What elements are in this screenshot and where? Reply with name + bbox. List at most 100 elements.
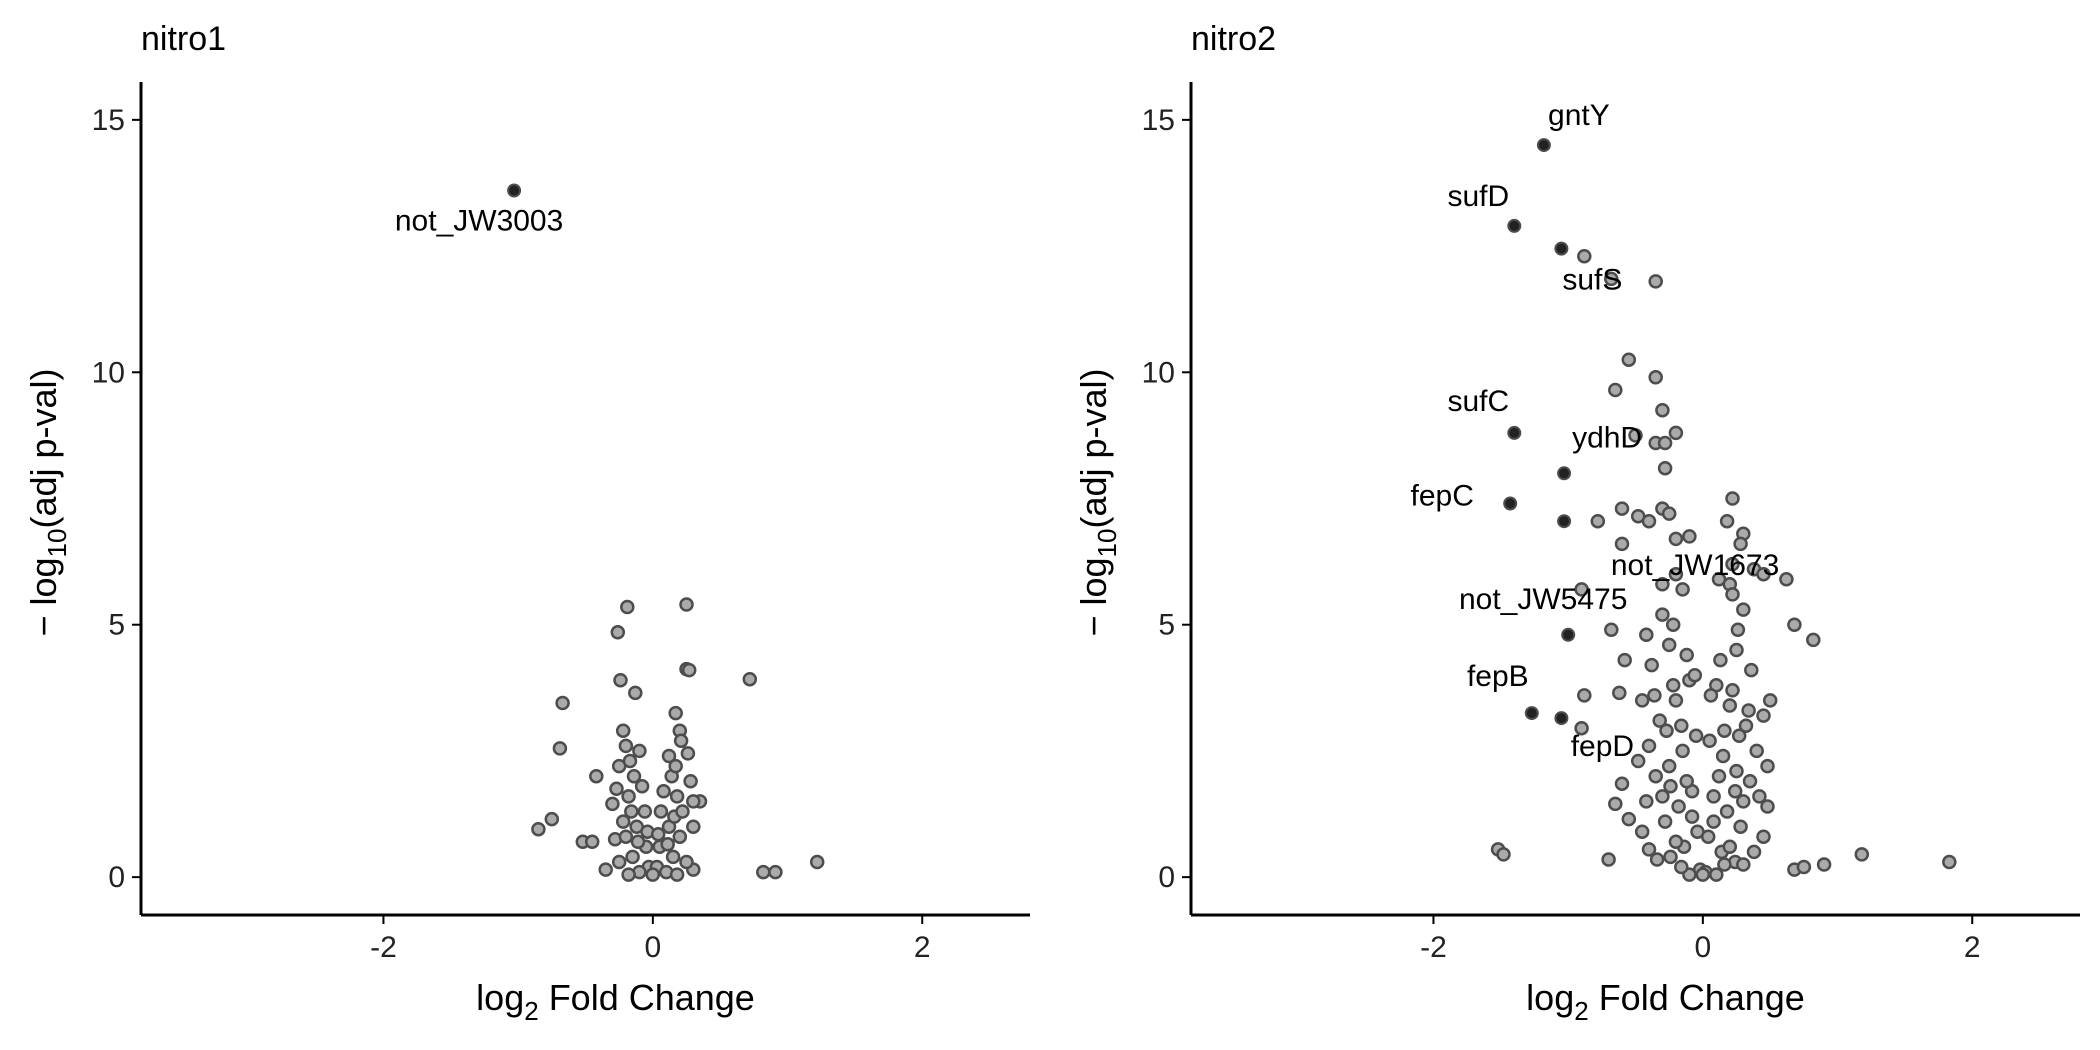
data-point — [656, 784, 671, 799]
points-layer — [531, 597, 825, 882]
data-point — [672, 829, 688, 844]
panel-title: nitro2 — [1191, 20, 1276, 58]
data-point — [634, 779, 650, 794]
data-point — [1756, 566, 1771, 582]
data-point — [1706, 814, 1721, 829]
data-point — [584, 834, 600, 850]
data-point — [809, 854, 825, 870]
data-point — [615, 723, 631, 738]
data-point — [531, 821, 546, 837]
data-point — [621, 867, 636, 882]
data-point — [1648, 274, 1663, 289]
data-point — [1661, 506, 1677, 521]
points-layer — [1490, 248, 1957, 882]
data-point — [1731, 728, 1747, 744]
panel-nitro1: nitro1 not_JW3003 0 5 10 15 -2 0 2 log2 Fold C… — [23, 20, 1030, 1026]
data-point — [1711, 768, 1727, 784]
highlighted-point — [1536, 138, 1551, 153]
data-point — [1816, 857, 1832, 872]
data-point — [1652, 713, 1667, 728]
x-tick-label: -2 — [370, 931, 397, 964]
data-point — [1719, 513, 1735, 529]
data-point — [1657, 460, 1673, 476]
data-point — [681, 662, 697, 678]
data-point — [1682, 529, 1697, 544]
data-point — [1679, 773, 1694, 789]
data-point — [628, 685, 643, 701]
point-label: sufC — [1447, 385, 1509, 418]
data-point — [1749, 743, 1764, 759]
data-point — [1574, 582, 1589, 597]
data-point — [1657, 435, 1673, 451]
data-point — [1648, 768, 1663, 784]
data-point — [1736, 602, 1751, 617]
data-point — [1741, 703, 1756, 718]
data-point — [1854, 847, 1870, 862]
data-point — [1641, 513, 1657, 529]
data-point — [1717, 857, 1732, 872]
x-axis-title: log2 Fold Change — [1526, 977, 1805, 1026]
highlighted-point — [1503, 496, 1518, 511]
y-tick-label: 5 — [1158, 609, 1175, 642]
data-point — [1709, 867, 1724, 882]
data-point — [1725, 556, 1740, 572]
data-point — [1796, 859, 1812, 875]
data-point — [1746, 844, 1762, 860]
data-point — [1634, 693, 1650, 708]
data-point — [630, 834, 646, 850]
data-point — [1756, 829, 1771, 844]
y-tick-label: 0 — [1158, 861, 1175, 894]
data-point — [618, 738, 634, 754]
data-point — [1675, 582, 1690, 597]
data-point — [1655, 402, 1670, 418]
data-point — [1744, 662, 1759, 678]
data-point — [1668, 834, 1684, 850]
data-point — [620, 599, 635, 615]
point-label: fepC — [1411, 480, 1474, 513]
data-point — [1655, 577, 1670, 592]
point-label: not_JW3003 — [395, 205, 563, 238]
data-point — [675, 804, 690, 819]
point-label: sufS — [1562, 264, 1622, 297]
data-point — [1806, 632, 1821, 648]
data-point — [683, 773, 698, 789]
data-point — [1717, 723, 1732, 738]
data-point — [1628, 428, 1643, 443]
data-point — [1706, 789, 1721, 804]
data-point — [1574, 720, 1589, 736]
data-point — [1736, 857, 1751, 872]
data-point — [1608, 796, 1623, 812]
x-tick-label: 0 — [1695, 931, 1712, 964]
data-point — [1722, 698, 1738, 713]
data-point — [1722, 839, 1738, 855]
data-point — [673, 733, 689, 749]
data-point — [1657, 814, 1673, 829]
y-tick-label: 15 — [1142, 104, 1175, 137]
data-point — [742, 671, 758, 687]
data-point — [1688, 728, 1704, 744]
data-point — [1641, 738, 1657, 754]
data-point — [1604, 271, 1619, 287]
data-point — [1496, 847, 1511, 862]
data-point — [1719, 804, 1735, 819]
data-point — [1639, 794, 1654, 809]
data-point — [1715, 748, 1731, 764]
data-point — [1729, 642, 1744, 658]
data-point — [1614, 501, 1630, 516]
data-point — [1665, 678, 1681, 693]
data-point — [1684, 809, 1700, 824]
data-point — [1590, 513, 1606, 529]
data-point — [1729, 763, 1744, 779]
x-axis-title: log2 Fold Change — [476, 977, 755, 1026]
x-tick-label: 2 — [1964, 931, 1981, 964]
data-point — [544, 811, 560, 827]
data-point — [669, 867, 685, 882]
data-point — [1942, 854, 1957, 870]
data-point — [1601, 852, 1616, 867]
data-point — [632, 743, 647, 759]
panel-nitro2: nitro2 gntY sufD sufS sufC ydhD fepC not_JW167… — [1073, 20, 2080, 1026]
data-point — [1725, 491, 1740, 506]
data-point — [598, 862, 613, 877]
point-label: sufD — [1447, 180, 1509, 213]
data-point — [1756, 708, 1771, 723]
